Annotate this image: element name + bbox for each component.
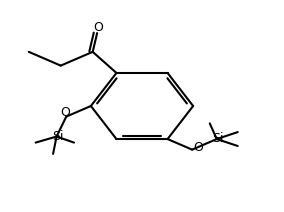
Text: O: O (193, 141, 203, 154)
Text: O: O (60, 106, 70, 119)
Text: O: O (94, 21, 103, 34)
Text: Si: Si (52, 130, 63, 143)
Text: Si: Si (212, 132, 223, 145)
